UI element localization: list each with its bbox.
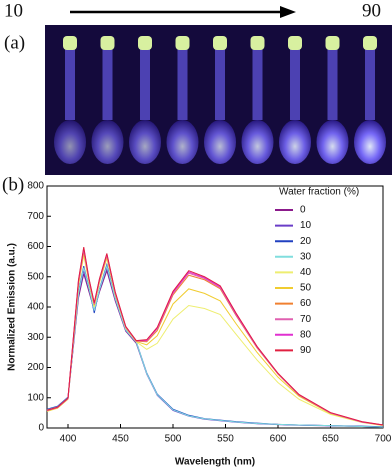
flask-body (204, 120, 236, 164)
x-tick-label: 600 (270, 434, 287, 445)
flask-body (241, 120, 274, 164)
flask-body (54, 120, 86, 164)
flask-cap (63, 36, 77, 50)
x-tick-label: 500 (165, 434, 182, 445)
arrow-head (280, 6, 296, 18)
flask-body (166, 120, 199, 164)
flask-cap (175, 36, 190, 50)
y-tick-label: 700 (27, 211, 44, 222)
panel-a-label: (a) (4, 32, 25, 53)
series-line (46, 247, 384, 426)
x-axis-label: Wavelength (nm) (175, 457, 255, 468)
y-axis-label: Normalized Emission (a.u.) (7, 243, 18, 371)
legend-label: 50 (300, 283, 312, 294)
y-tick-label: 800 (27, 181, 44, 192)
flask-cap (100, 36, 115, 50)
flask-cap (250, 36, 265, 50)
legend-label: 80 (300, 329, 312, 340)
flask-body (279, 120, 311, 164)
flask-neck (102, 40, 113, 120)
series-line (46, 264, 384, 428)
legend-label: 40 (300, 267, 312, 278)
x-tick-label: 650 (322, 434, 339, 445)
flask-neck (65, 40, 75, 120)
legend-label: 0 (300, 205, 306, 216)
flask-body (91, 120, 124, 164)
legend-label: 20 (300, 236, 312, 247)
flask-cap (138, 36, 152, 50)
plot-frame (46, 185, 384, 429)
flask-cap (288, 36, 302, 50)
flasks (54, 36, 386, 164)
series-line (46, 247, 384, 426)
legend-label: 60 (300, 298, 312, 309)
series-line (46, 250, 384, 426)
x-tick-label: 400 (60, 434, 77, 445)
legend-label: 90 (300, 345, 312, 356)
series-line (46, 252, 384, 426)
flask-neck (365, 40, 375, 120)
end-label: 90 (362, 0, 381, 21)
flask-neck (140, 40, 150, 120)
y-tick-label: 0 (38, 423, 44, 434)
legend-label: 30 (300, 251, 312, 262)
x-tick-label: 550 (217, 434, 234, 445)
flask-body (316, 120, 349, 164)
y-tick-label: 300 (27, 332, 44, 343)
x-tick-label: 450 (112, 434, 129, 445)
flask-neck (327, 40, 338, 120)
legend-label: 70 (300, 314, 312, 325)
flask-body (129, 120, 161, 164)
legend-label: 10 (300, 220, 312, 231)
flask-cap (363, 36, 377, 50)
series-line (46, 255, 384, 427)
flask-neck (215, 40, 225, 120)
y-tick-label: 200 (27, 362, 44, 373)
flask-neck (290, 40, 300, 120)
y-tick-label: 500 (27, 271, 44, 282)
x-tick-label: 700 (375, 434, 392, 445)
panel-b-label: (b) (2, 174, 24, 195)
flask-cap (325, 36, 340, 50)
flask-neck (252, 40, 263, 120)
flask-cap (213, 36, 227, 50)
flask-neck (177, 40, 188, 120)
y-tick-label: 600 (27, 241, 44, 252)
series-line (46, 249, 384, 426)
y-tick-label: 400 (27, 302, 44, 313)
y-tick-label: 100 (27, 392, 44, 403)
start-label: 10 (4, 0, 23, 21)
legend-title: Water fraction (%) (279, 187, 359, 198)
flask-body (354, 120, 386, 164)
